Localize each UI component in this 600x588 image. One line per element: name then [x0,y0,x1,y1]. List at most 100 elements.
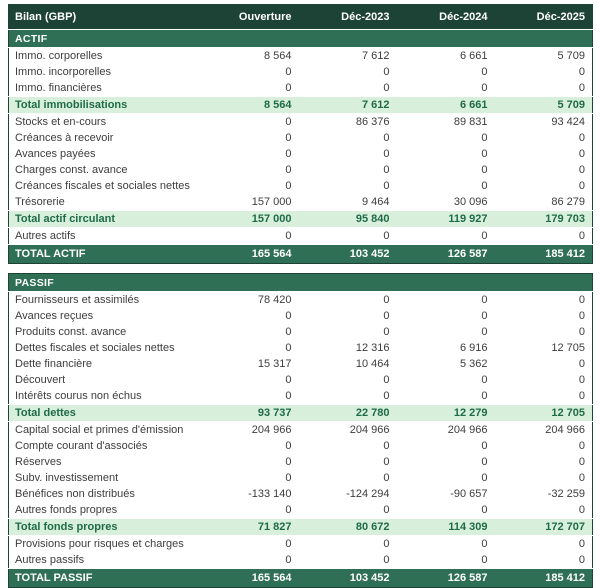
column-header-dec-2024: Déc-2024 [396,4,495,30]
cell-value: 0 [200,64,299,80]
row-label: Immo. incorporelles [8,64,201,80]
cell-value: 86 279 [494,194,593,211]
table-row: Stocks et en-cours 0 86 376 89 831 93 424 [8,113,593,130]
cell-value: 185 412 [494,568,593,588]
cell-value: 0 [494,372,593,388]
cell-value: 0 [494,388,593,405]
cell-value: 30 096 [396,194,495,211]
cell-value: 0 [396,308,495,324]
cell-value: 0 [494,291,593,308]
cell-value: 0 [396,454,495,470]
cell-value: 0 [396,324,495,340]
report-title: Bilan (GBP) [8,4,201,30]
row-label: Créances fiscales et sociales nettes [8,178,201,194]
cell-value: 204 966 [298,421,397,438]
cell-value: -32 259 [494,486,593,502]
cell-value: 0 [200,130,299,146]
table-row: Créances à recevoir 0 0 0 0 [8,130,593,146]
cell-value: 0 [298,324,397,340]
table-row: TOTAL ACTIF 165 564 103 452 126 587 185 412 [8,244,593,264]
cell-value: 0 [396,291,495,308]
cell-value: 5 709 [494,96,593,114]
cell-value: 0 [200,502,299,519]
cell-value: 126 587 [396,244,495,264]
actif-table: Bilan (GBP) Ouverture Déc-2023 Déc-2024 … [8,4,593,264]
row-label: Trésorerie [8,194,201,211]
row-label: Réserves [8,454,201,470]
table-row: Autres passifs 0 0 0 0 [8,552,593,569]
cell-value: 0 [298,438,397,454]
section-label: ACTIF [8,29,593,48]
table-row: Fournisseurs et assimilés 78 420 0 0 0 [8,291,593,308]
cell-value: 0 [298,130,397,146]
cell-value: 7 612 [298,96,397,114]
cell-value: 15 317 [200,356,299,372]
cell-value: 204 966 [200,421,299,438]
cell-value: 165 564 [200,568,299,588]
cell-value: 0 [298,470,397,486]
cell-value: 22 780 [298,404,397,422]
cell-value: 0 [396,227,495,245]
cell-value: 0 [298,146,397,162]
table-row: Avances reçues 0 0 0 0 [8,308,593,324]
cell-value: 0 [494,502,593,519]
table-row: Immo. incorporelles 0 0 0 0 [8,64,593,80]
table-row: Total actif circulant 157 000 95 840 119 92… [8,210,593,228]
cell-value: 0 [396,130,495,146]
cell-value: 95 840 [298,210,397,228]
cell-value: 0 [200,470,299,486]
row-label: Total fonds propres [8,518,201,536]
table-row: Trésorerie 157 000 9 464 30 096 86 279 [8,194,593,211]
cell-value: 0 [200,80,299,97]
passif-table: PASSIF Fournisseurs et assimilés 78 420 0 0 0… [8,273,594,588]
row-label: Capital social et primes d'émission [8,421,201,438]
cell-value: 172 707 [494,518,593,536]
cell-value: 0 [494,162,593,178]
cell-value: 103 452 [298,568,397,588]
cell-value: 0 [298,178,397,194]
section-label: PASSIF [8,273,593,292]
table-row: Total immobilisations 8 564 7 612 6 661 5 70… [8,96,593,114]
cell-value: 0 [396,502,495,519]
cell-value: 0 [396,162,495,178]
cell-value: 0 [298,388,397,405]
cell-value: 0 [200,552,299,569]
cell-value: 103 452 [298,244,397,264]
table-row: Immo. financières 0 0 0 0 [8,80,593,97]
column-header-dec-2025: Déc-2025 [494,4,593,30]
table-row: Provisions pour risques et charges 0 0 0 0 [8,535,593,552]
cell-value: 0 [298,454,397,470]
row-label: Avances payées [8,146,201,162]
cell-value: 0 [396,64,495,80]
row-label: Charges const. avance [8,162,201,178]
table-row: Subv. investissement 0 0 0 0 [8,470,593,486]
cell-value: 0 [396,146,495,162]
cell-value: 185 412 [494,244,593,264]
cell-value: 204 966 [494,421,593,438]
cell-value: 0 [200,324,299,340]
row-label: Autres passifs [8,552,201,569]
cell-value: 78 420 [200,291,299,308]
table-row: Total dettes 93 737 22 780 12 279 12 705 [8,404,593,422]
cell-value: 0 [494,356,593,372]
table-row: Intérêts courus non échus 0 0 0 0 [8,388,593,405]
cell-value: 0 [200,535,299,552]
cell-value: 12 705 [494,404,593,422]
cell-value: 0 [298,64,397,80]
cell-value: 0 [200,438,299,454]
cell-value: 12 316 [298,340,397,356]
row-label: Produits const. avance [8,324,201,340]
cell-value: 0 [200,388,299,405]
column-header-row: Bilan (GBP) Ouverture Déc-2023 Déc-2024 … [8,4,593,30]
cell-value: 0 [494,64,593,80]
cell-value: 0 [494,470,593,486]
cell-value: 0 [200,227,299,245]
cell-value: 6 661 [396,96,495,114]
table-row: Avances payées 0 0 0 0 [8,146,593,162]
cell-value: 157 000 [200,194,299,211]
cell-value: 0 [298,502,397,519]
row-label: Immo. corporelles [8,47,201,64]
cell-value: 12 279 [396,404,495,422]
section-header-row: PASSIF [8,273,593,292]
